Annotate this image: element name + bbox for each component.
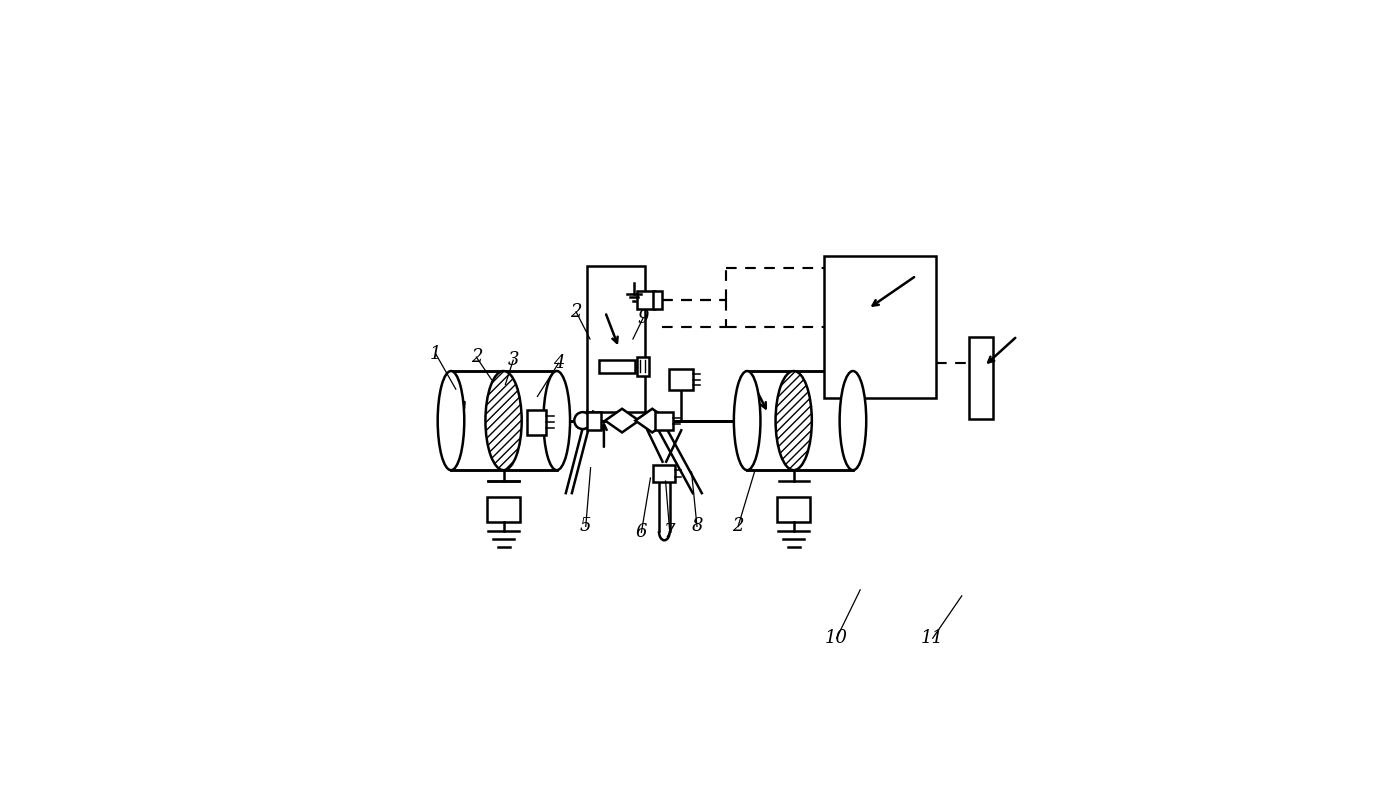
Ellipse shape — [437, 371, 464, 470]
Bar — [527, 410, 546, 435]
Text: 9: 9 — [638, 309, 649, 327]
Text: 10: 10 — [825, 630, 848, 647]
Bar — [652, 290, 662, 309]
Text: 2: 2 — [570, 303, 582, 321]
Bar — [747, 371, 853, 470]
Text: 3: 3 — [507, 351, 520, 369]
Ellipse shape — [776, 371, 812, 470]
Ellipse shape — [485, 371, 522, 470]
Text: 4: 4 — [553, 354, 564, 372]
Bar — [970, 338, 993, 419]
Text: 8: 8 — [691, 517, 702, 535]
Text: 1: 1 — [430, 345, 442, 363]
Polygon shape — [605, 409, 639, 433]
Ellipse shape — [734, 371, 761, 470]
Bar — [669, 369, 692, 390]
Bar — [825, 256, 936, 398]
Ellipse shape — [840, 371, 866, 470]
Bar — [599, 360, 635, 373]
Bar — [586, 266, 645, 411]
Bar — [637, 290, 655, 309]
Bar — [653, 466, 676, 482]
Text: 6: 6 — [635, 524, 648, 542]
Bar — [655, 411, 673, 429]
Bar — [488, 498, 520, 521]
Circle shape — [574, 412, 591, 429]
Text: 2: 2 — [471, 348, 482, 366]
Bar — [777, 498, 811, 521]
Text: 5: 5 — [579, 517, 592, 535]
Ellipse shape — [543, 371, 570, 470]
Polygon shape — [635, 409, 669, 433]
Text: 7: 7 — [664, 524, 676, 542]
Bar — [451, 371, 557, 470]
Text: 2: 2 — [733, 517, 744, 535]
Bar — [637, 356, 649, 376]
Text: 11: 11 — [921, 630, 944, 647]
Bar — [586, 411, 602, 429]
